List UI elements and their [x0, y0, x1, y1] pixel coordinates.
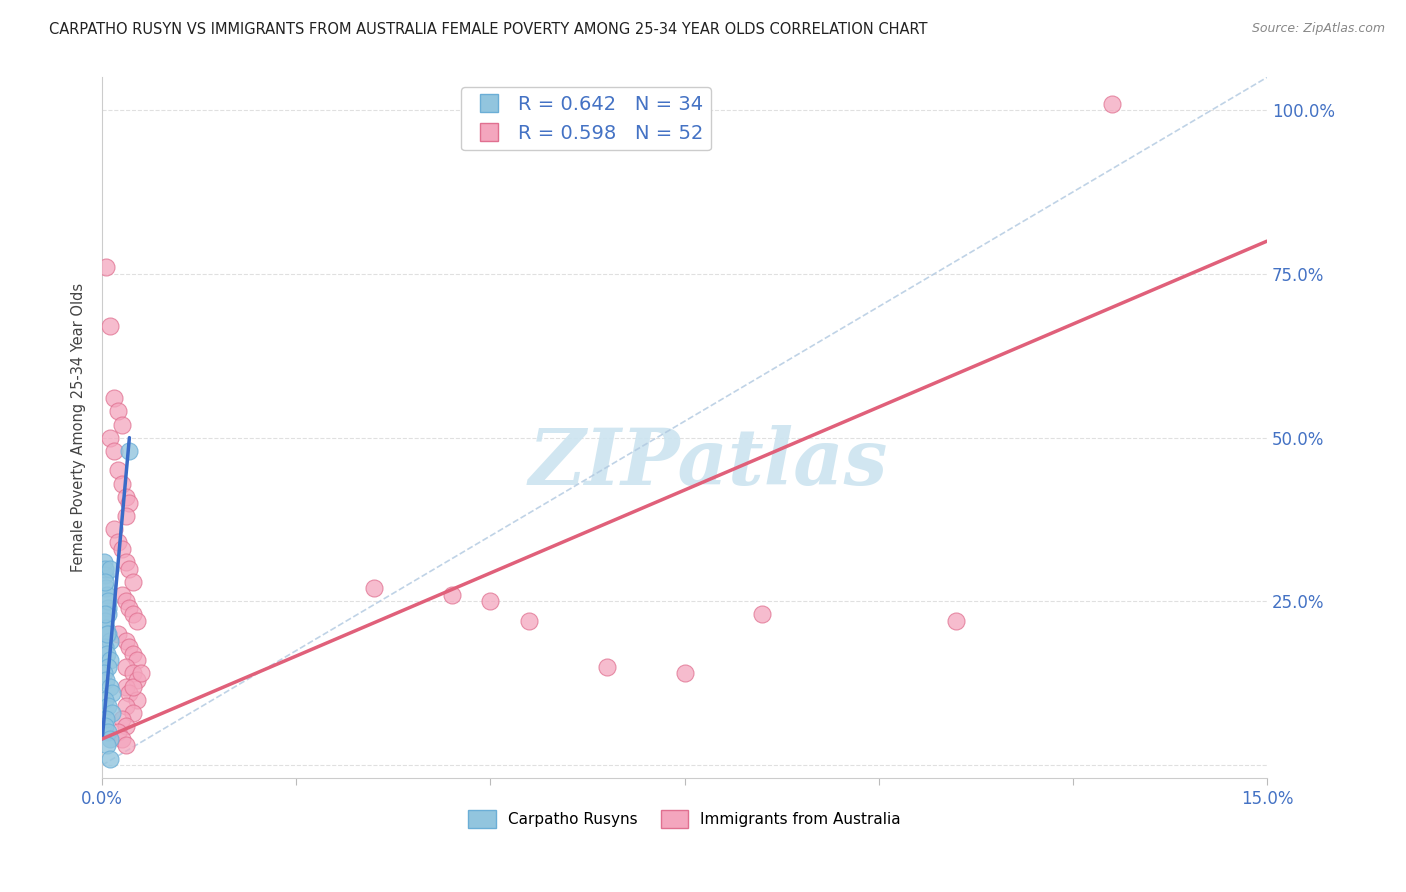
Point — [94, 582, 117, 596]
Text: ZIPatlas: ZIPatlas — [529, 425, 887, 501]
Point — [114, 699, 136, 714]
Point — [98, 319, 121, 334]
Point — [111, 712, 134, 726]
Point — [114, 739, 136, 753]
Point — [440, 588, 463, 602]
Point — [118, 640, 141, 655]
Point — [479, 594, 502, 608]
Point — [97, 627, 120, 641]
Point — [94, 561, 117, 575]
Point — [98, 653, 121, 667]
Point — [103, 522, 125, 536]
Point — [114, 490, 136, 504]
Point — [96, 739, 118, 753]
Point — [122, 680, 145, 694]
Point — [122, 607, 145, 622]
Point — [127, 614, 149, 628]
Point — [114, 594, 136, 608]
Point — [100, 686, 122, 700]
Text: CARPATHO RUSYN VS IMMIGRANTS FROM AUSTRALIA FEMALE POVERTY AMONG 25-34 YEAR OLDS: CARPATHO RUSYN VS IMMIGRANTS FROM AUSTRA… — [49, 22, 928, 37]
Point — [122, 574, 145, 589]
Point — [122, 647, 145, 661]
Point — [94, 621, 117, 635]
Point — [127, 692, 149, 706]
Point — [94, 712, 117, 726]
Legend: Carpatho Rusyns, Immigrants from Australia: Carpatho Rusyns, Immigrants from Austral… — [463, 804, 907, 834]
Point — [97, 607, 120, 622]
Point — [97, 725, 120, 739]
Point — [111, 541, 134, 556]
Point — [93, 692, 115, 706]
Point — [103, 392, 125, 406]
Point — [127, 653, 149, 667]
Point — [93, 614, 115, 628]
Text: Source: ZipAtlas.com: Source: ZipAtlas.com — [1251, 22, 1385, 36]
Y-axis label: Female Poverty Among 25-34 Year Olds: Female Poverty Among 25-34 Year Olds — [72, 284, 86, 573]
Point — [107, 725, 129, 739]
Point — [97, 660, 120, 674]
Point — [103, 443, 125, 458]
Point — [100, 706, 122, 720]
Point — [111, 588, 134, 602]
Point — [96, 627, 118, 641]
Point — [94, 640, 117, 655]
Point — [596, 660, 619, 674]
Point — [94, 673, 117, 687]
Point — [517, 614, 540, 628]
Point — [945, 614, 967, 628]
Point — [98, 633, 121, 648]
Point — [114, 660, 136, 674]
Point — [111, 476, 134, 491]
Point — [97, 699, 120, 714]
Point — [111, 417, 134, 432]
Point — [93, 555, 115, 569]
Point — [107, 535, 129, 549]
Point — [107, 627, 129, 641]
Point — [118, 443, 141, 458]
Point — [107, 404, 129, 418]
Point — [118, 561, 141, 575]
Point — [114, 719, 136, 733]
Point — [93, 666, 115, 681]
Point — [127, 673, 149, 687]
Point — [94, 719, 117, 733]
Point — [122, 666, 145, 681]
Point — [114, 555, 136, 569]
Point — [114, 633, 136, 648]
Point — [98, 731, 121, 746]
Point — [96, 588, 118, 602]
Point — [114, 509, 136, 524]
Point — [94, 260, 117, 275]
Point — [97, 601, 120, 615]
Point — [94, 607, 117, 622]
Point — [98, 680, 121, 694]
Point — [114, 680, 136, 694]
Point — [129, 666, 152, 681]
Point — [96, 647, 118, 661]
Point — [98, 431, 121, 445]
Point — [673, 666, 696, 681]
Point — [97, 594, 120, 608]
Point — [122, 706, 145, 720]
Point — [118, 686, 141, 700]
Point — [751, 607, 773, 622]
Point — [118, 496, 141, 510]
Point — [111, 731, 134, 746]
Point — [118, 601, 141, 615]
Point — [98, 751, 121, 765]
Point — [98, 561, 121, 575]
Point — [107, 463, 129, 477]
Point — [1101, 96, 1123, 111]
Point — [363, 582, 385, 596]
Point — [93, 568, 115, 582]
Point — [93, 574, 115, 589]
